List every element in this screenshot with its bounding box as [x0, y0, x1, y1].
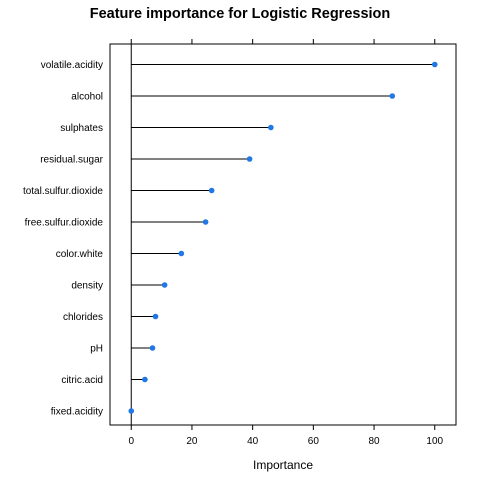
plot-frame — [109, 43, 457, 426]
y-category-label: citric.acid — [61, 375, 103, 386]
importance-point — [431, 61, 438, 68]
y-category-label: density — [71, 281, 103, 292]
importance-point — [202, 219, 209, 225]
x-tick-label: 0 — [128, 436, 134, 447]
importance-point — [152, 313, 159, 320]
y-category-label: color.white — [56, 249, 104, 260]
importance-point — [149, 345, 156, 351]
importance-point — [178, 250, 185, 257]
importance-point — [208, 187, 215, 194]
x-tick-label: 80 — [368, 436, 380, 447]
importance-point — [389, 93, 396, 99]
y-category-label: alcohol — [71, 92, 103, 103]
importance-point — [246, 156, 253, 162]
x-tick-label: 20 — [186, 436, 198, 447]
plot-area: 0 20 40 60 80 100 volatile.acidity alcohol sulph… — [23, 39, 457, 447]
y-category-label: volatile.acidity — [41, 60, 103, 71]
y-category-label: residual.sugar — [40, 155, 103, 166]
x-tick-label: 40 — [247, 436, 259, 447]
importance-point — [268, 124, 274, 131]
y-category-label: pH — [90, 344, 103, 355]
importance-point — [128, 408, 135, 414]
x-tick-label: 100 — [426, 436, 443, 447]
importance-point — [142, 376, 148, 383]
y-category-label: sulphates — [60, 123, 103, 134]
chart-title: Feature importance for Logistic Regressi… — [90, 6, 391, 22]
y-category-label: fixed.acidity — [51, 407, 103, 418]
x-tick-label: 60 — [308, 436, 320, 447]
importance-point — [161, 282, 168, 288]
x-axis-label: Importance — [253, 458, 313, 472]
y-category-label: free.sulfur.dioxide — [25, 218, 104, 229]
y-category-label: total.sulfur.dioxide — [23, 186, 103, 197]
y-category-label: chlorides — [63, 312, 103, 323]
